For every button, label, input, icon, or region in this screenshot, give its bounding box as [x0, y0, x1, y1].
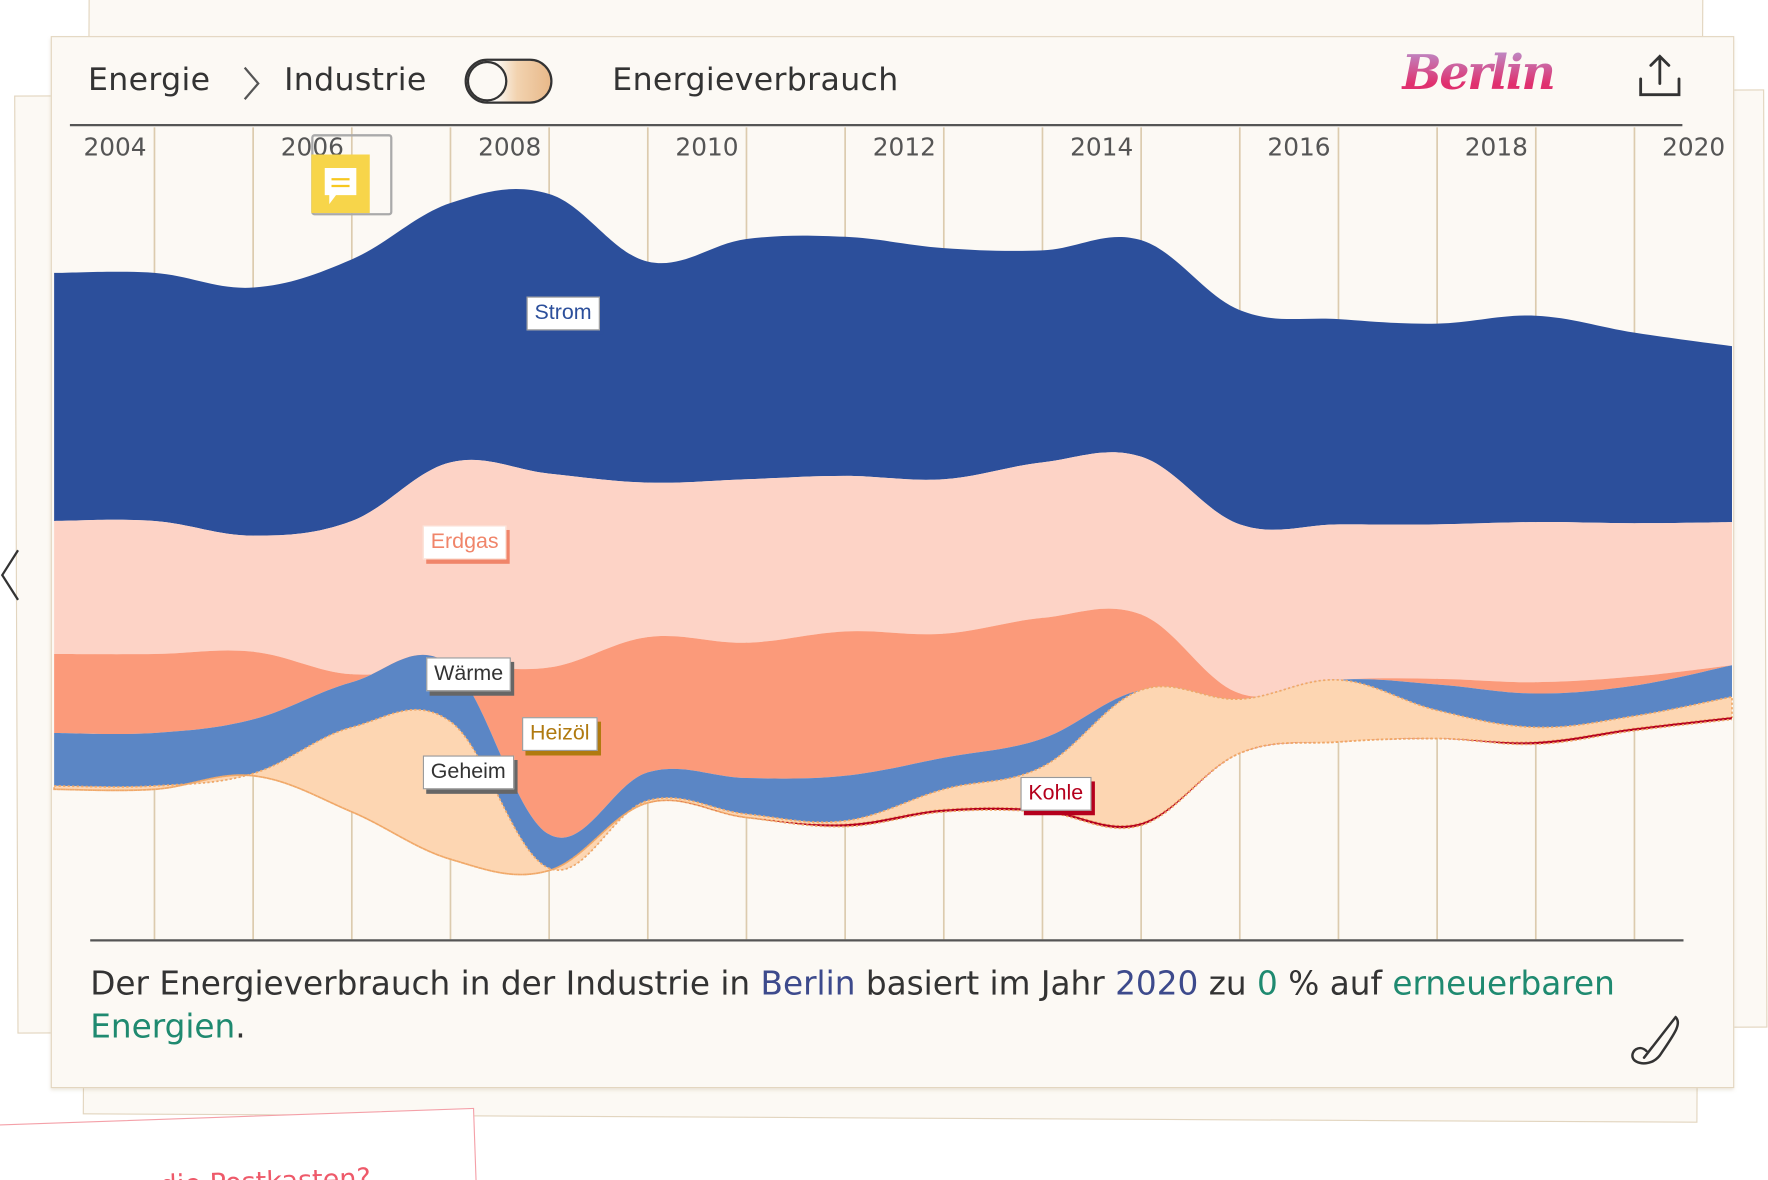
x-tick-label: 2016 — [1267, 134, 1331, 163]
caption-text: basiert im Jahr — [855, 964, 1116, 1003]
caption-region: Berlin — [760, 964, 856, 1003]
x-tick-label: 2018 — [1464, 134, 1528, 163]
breadcrumb-energie[interactable]: Energie — [87, 60, 211, 99]
pen-icon[interactable] — [1628, 1013, 1682, 1069]
series-label-geheim[interactable]: Geheim — [422, 755, 514, 790]
series-label-heizoel[interactable]: Heizöl — [522, 717, 598, 751]
comment-button[interactable] — [311, 134, 393, 216]
prev-card-button[interactable] — [0, 548, 23, 602]
x-tick-label: 2010 — [675, 134, 739, 163]
series-label-erdgas[interactable]: Erdgas — [422, 525, 507, 560]
area-geheim — [53, 679, 1733, 876]
breadcrumb-industrie[interactable]: Industrie — [284, 60, 427, 99]
caption-text: % auf — [1277, 964, 1393, 1003]
chevron-left-icon — [0, 549, 19, 601]
area-strom — [54, 188, 1732, 536]
x-tick-label: 2012 — [872, 134, 936, 163]
caption: Der Energieverbrauch in der Industrie in… — [90, 962, 1691, 1048]
caption-year: 2020 — [1115, 964, 1199, 1003]
series-label-kohle[interactable]: Kohle — [1020, 776, 1092, 811]
page-title: Energieverbrauch — [612, 60, 899, 99]
caption-renewables: Energien — [90, 1006, 236, 1046]
region-logo[interactable]: Berlin — [1401, 45, 1556, 101]
caption-percent: 0 — [1257, 964, 1278, 1003]
x-tick-label: 2020 — [1662, 134, 1726, 163]
toggle-knob — [466, 60, 508, 102]
caption-text: . — [235, 1006, 246, 1046]
caption-text: Der Energieverbrauch in der Industrie in — [90, 964, 761, 1003]
area-erdgas — [54, 452, 1732, 697]
x-tick-label: 2014 — [1070, 134, 1134, 163]
series-label-waerme[interactable]: Wärme — [426, 657, 512, 692]
caption-renewables: erneuerbaren — [1392, 964, 1615, 1003]
series-label-strom[interactable]: Strom — [526, 296, 600, 331]
x-tick-label: 2004 — [83, 134, 147, 163]
chevron-right-icon — [243, 66, 260, 100]
x-tick-label: 2008 — [478, 134, 542, 163]
comment-icon — [311, 154, 370, 214]
caption-text: zu — [1198, 964, 1258, 1003]
sector-toggle[interactable] — [464, 58, 553, 104]
stream-baseline — [54, 718, 1733, 876]
area-wrme — [54, 654, 1732, 871]
share-icon[interactable] — [1635, 52, 1685, 102]
